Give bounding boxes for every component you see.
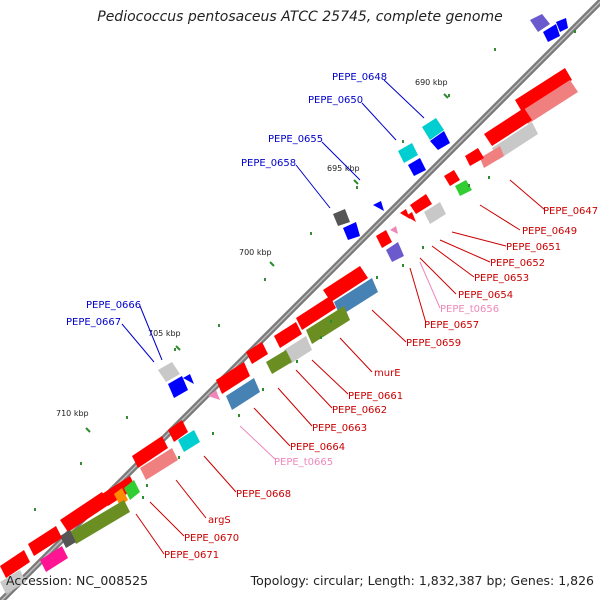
feature-0648 (422, 118, 444, 140)
label-pepe-0666: PEPE_0666 (86, 300, 141, 311)
label-pepe-0652: PEPE_0652 (490, 258, 545, 269)
feature-0650-cog (408, 158, 426, 176)
feature-blue-arrow (556, 18, 568, 32)
label-pepe-0661: PEPE_0661 (348, 391, 403, 402)
label-pepe-0653: PEPE_0653 (474, 273, 529, 284)
feature-0648-cog (430, 131, 450, 150)
label-pepe-0657: PEPE_0657 (424, 320, 479, 331)
label-pepe-0658: PEPE_0658 (241, 158, 296, 169)
label-pepe-0655: PEPE_0655 (268, 134, 323, 145)
feature-cog-blue (543, 24, 560, 42)
label-pepe-0663: PEPE_0663 (312, 423, 367, 434)
bp-tick-marks (85, 93, 449, 433)
label-pepe-0650: PEPE_0650 (308, 95, 363, 106)
label-pepe-t0656: PEPE_t0656 (440, 304, 499, 315)
tick-705: 705 kbp (148, 329, 181, 338)
label-args: argS (208, 515, 231, 526)
footer: Accession: NC_008525 Topology: circular;… (6, 573, 594, 591)
label-pepe-0654: PEPE_0654 (458, 290, 513, 301)
forward-leader-lines (121, 79, 425, 363)
label-pepe-0659: PEPE_0659 (406, 338, 461, 349)
label-pepe-0651: PEPE_0651 (506, 242, 561, 253)
guide-dots-outer (34, 48, 496, 511)
label-pepe-0670: PEPE_0670 (184, 533, 239, 544)
label-pepe-0668: PEPE_0668 (236, 489, 291, 500)
feature-0666 (158, 362, 180, 382)
reverse-strand-features (0, 68, 578, 594)
guide-dots-inner (142, 30, 576, 499)
label-pepe-0671: PEPE_0671 (164, 550, 219, 561)
feature-0658 (343, 222, 360, 240)
feature-0655 (333, 209, 350, 226)
tick-690: 690 kbp (415, 78, 448, 87)
label-mure: murE (374, 368, 401, 379)
label-pepe-0648: PEPE_0648 (332, 72, 387, 83)
label-pepe-0662: PEPE_0662 (332, 405, 387, 416)
label-pepe-0664: PEPE_0664 (290, 442, 345, 453)
label-pepe-t0665: PEPE_t0665 (274, 457, 333, 468)
feature-0650 (398, 143, 418, 163)
label-pepe-0649: PEPE_0649 (522, 226, 577, 237)
genome-summary-text: Topology: circular; Length: 1,832,387 bp… (250, 573, 594, 588)
tick-700: 700 kbp (239, 248, 272, 257)
trna-leader-lines (239, 261, 441, 461)
accession-text: Accession: NC_008525 (6, 573, 149, 588)
label-pepe-0647: PEPE_0647 (543, 206, 598, 217)
page-title: Pediococcus pentosaceus ATCC 25745, comp… (97, 9, 503, 25)
feature-blue-small (373, 201, 384, 211)
label-pepe-0667: PEPE_0667 (66, 317, 121, 328)
reverse-leader-lines (135, 179, 546, 555)
feature-cog-slate (530, 14, 550, 32)
tick-710: 710 kbp (56, 409, 89, 418)
forward-strand-features (158, 14, 568, 398)
tick-695: 695 kbp (327, 164, 360, 173)
feature-0667-arrow (183, 374, 194, 384)
feature-0667 (168, 376, 188, 398)
